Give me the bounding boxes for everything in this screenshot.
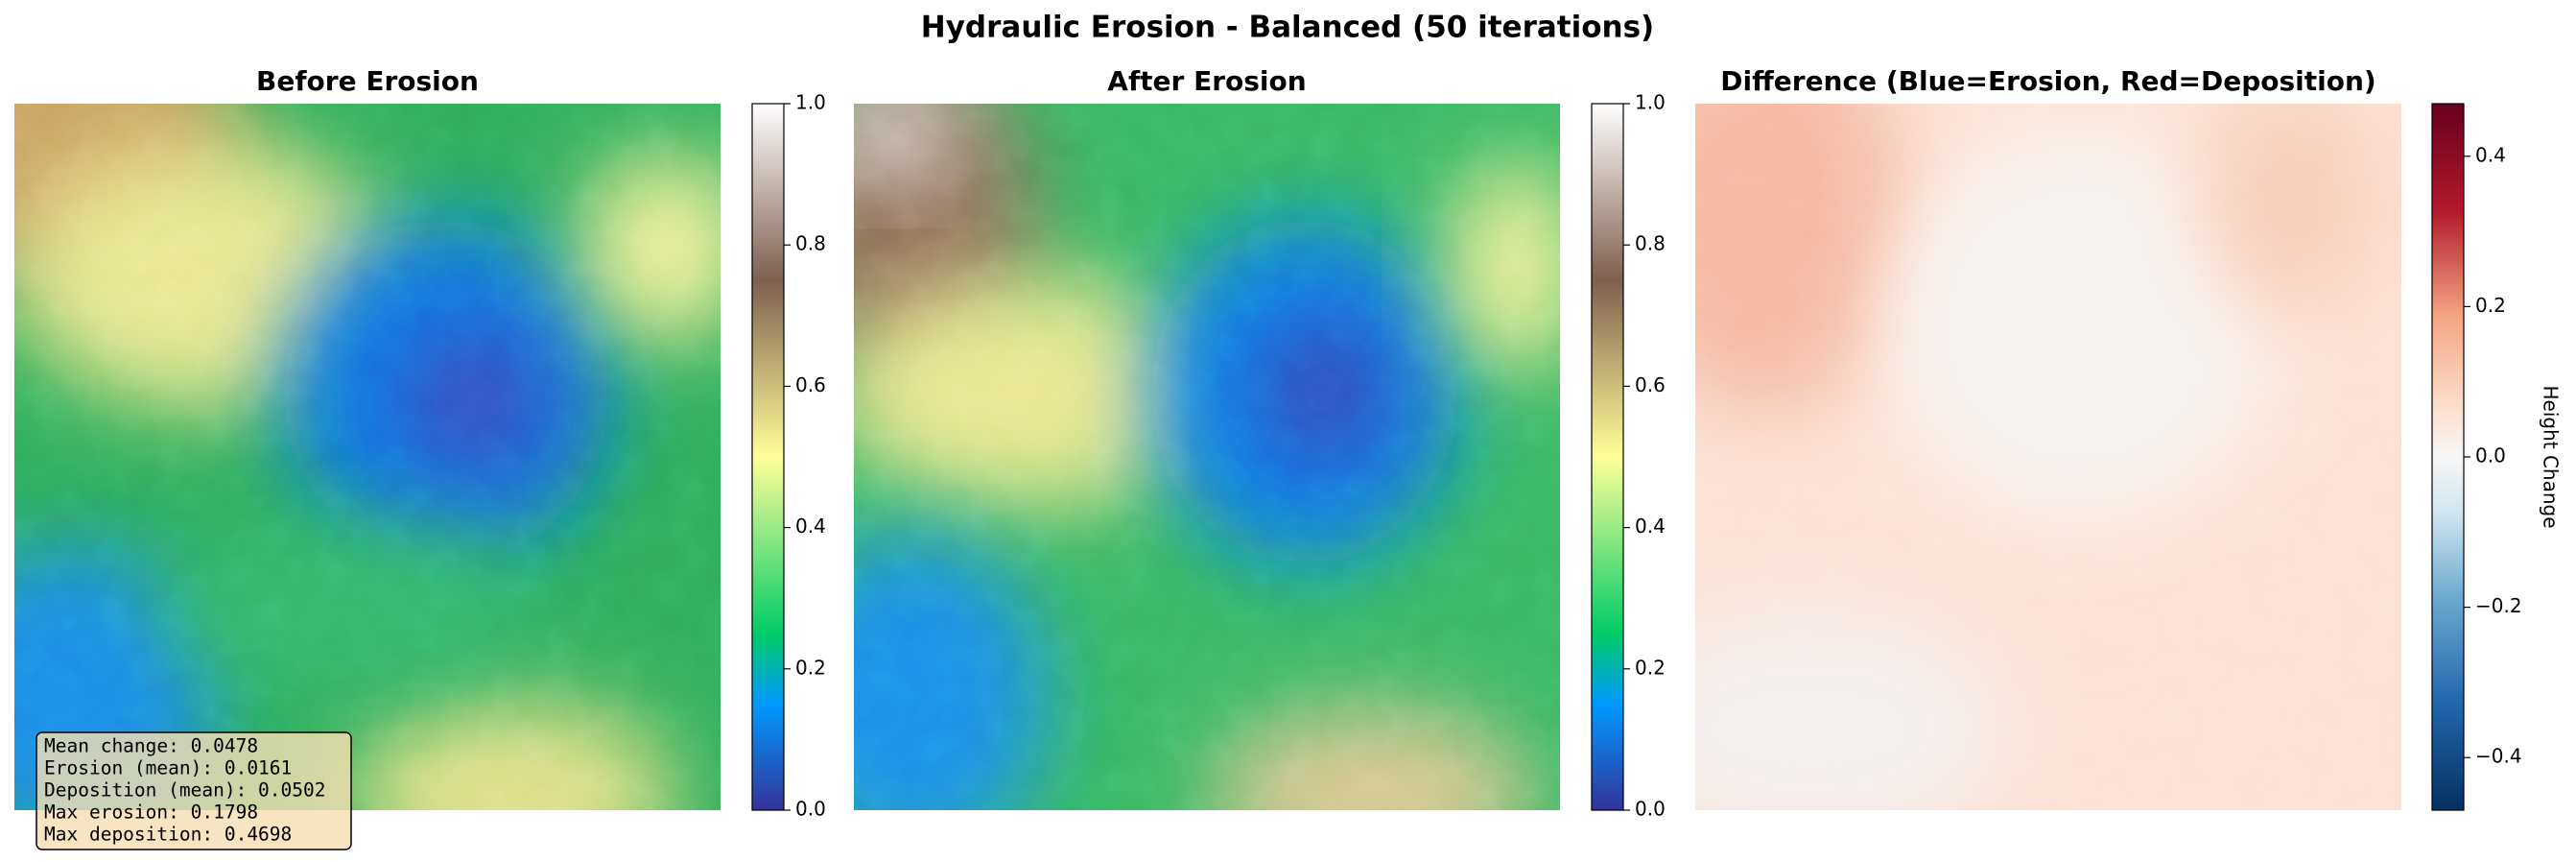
colorbar-tick-label: 0.4 xyxy=(795,515,826,538)
annotation-line: Erosion (mean): 0.0161 xyxy=(44,757,292,779)
panel-title: After Erosion xyxy=(1107,65,1306,97)
colorbar-tick-label: 0.6 xyxy=(1635,373,1666,396)
heatmap xyxy=(1695,104,2401,810)
colorbar-tick-label: 1.0 xyxy=(795,91,826,114)
annotation-line: Deposition (mean): 0.0502 xyxy=(44,779,326,802)
colorbar-label: Height Change xyxy=(2540,385,2563,528)
colorbar xyxy=(751,103,785,811)
colorbar-tick-label: 0.2 xyxy=(795,656,826,679)
colorbar-tick-label: −0.4 xyxy=(2475,745,2522,768)
panel-title: Difference (Blue=Erosion, Red=Deposition… xyxy=(1720,65,2375,97)
colorbar-tick-label: −0.2 xyxy=(2475,594,2522,617)
colorbar-tick-label: 0.4 xyxy=(1635,515,1666,538)
annotation-line: Max erosion: 0.1798 xyxy=(44,802,258,824)
annotation-line: Mean change: 0.0478 xyxy=(44,735,258,757)
colorbar-tick-label: 0.4 xyxy=(2475,143,2506,166)
colorbar-tick-label: 1.0 xyxy=(1635,91,1666,114)
colorbar-tick-label: 0.8 xyxy=(795,232,826,255)
annotation-line: Max deposition: 0.4698 xyxy=(44,824,292,846)
figure-title: Hydraulic Erosion - Balanced (50 iterati… xyxy=(921,11,1654,45)
colorbar-tick-label: 0.8 xyxy=(1635,232,1666,255)
colorbar-tick-label: 0.0 xyxy=(2475,444,2506,467)
colorbar-tick-label: 0.0 xyxy=(795,798,826,821)
panel-title: Before Erosion xyxy=(256,65,479,97)
colorbar-tick-label: 0.0 xyxy=(1635,798,1666,821)
colorbar-tick-label: 0.6 xyxy=(795,373,826,396)
colorbar-tick-label: 0.2 xyxy=(1635,656,1666,679)
colorbar xyxy=(1591,103,1624,811)
annotation-box xyxy=(35,731,352,850)
heatmap xyxy=(854,104,1560,810)
colorbar xyxy=(2431,103,2465,811)
colorbar-tick-label: 0.2 xyxy=(2475,294,2506,317)
